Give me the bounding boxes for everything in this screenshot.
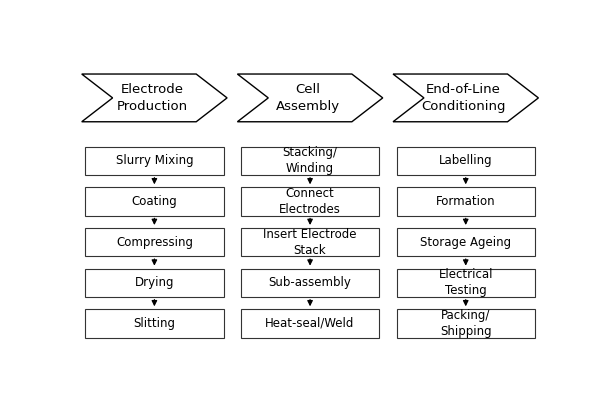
Bar — [85, 228, 224, 256]
Bar — [241, 187, 379, 216]
Bar — [396, 146, 535, 175]
Bar — [85, 146, 224, 175]
Text: Heat-seal/Weld: Heat-seal/Weld — [266, 317, 355, 330]
Text: Slurry Mixing: Slurry Mixing — [116, 154, 193, 167]
Text: Connect
Electrodes: Connect Electrodes — [279, 187, 341, 216]
Text: Cell
Assembly: Cell Assembly — [275, 83, 339, 113]
Text: Coating: Coating — [131, 195, 177, 208]
Text: Stacking/
Winding: Stacking/ Winding — [283, 146, 338, 175]
Bar — [396, 187, 535, 216]
Text: Electrical
Testing: Electrical Testing — [439, 268, 493, 297]
Bar — [85, 187, 224, 216]
Polygon shape — [393, 74, 538, 122]
Bar — [241, 309, 379, 338]
Text: Insert Electrode
Stack: Insert Electrode Stack — [263, 228, 357, 256]
Bar — [241, 146, 379, 175]
Polygon shape — [82, 74, 227, 122]
Bar — [85, 309, 224, 338]
Text: Sub-assembly: Sub-assembly — [269, 276, 352, 289]
Text: Storage Ageing: Storage Ageing — [420, 236, 511, 248]
Bar — [85, 268, 224, 297]
Text: Electrode
Production: Electrode Production — [116, 83, 188, 113]
Text: Drying: Drying — [135, 276, 174, 289]
Polygon shape — [237, 74, 383, 122]
Bar — [396, 309, 535, 338]
Text: Packing/
Shipping: Packing/ Shipping — [440, 309, 491, 338]
Bar — [396, 268, 535, 297]
Text: Slitting: Slitting — [133, 317, 175, 330]
Bar — [396, 228, 535, 256]
Text: Compressing: Compressing — [116, 236, 193, 248]
Text: Labelling: Labelling — [439, 154, 492, 167]
Text: End-of-Line
Conditioning: End-of-Line Conditioning — [421, 83, 506, 113]
Bar — [241, 268, 379, 297]
Text: Formation: Formation — [436, 195, 495, 208]
Bar — [241, 228, 379, 256]
